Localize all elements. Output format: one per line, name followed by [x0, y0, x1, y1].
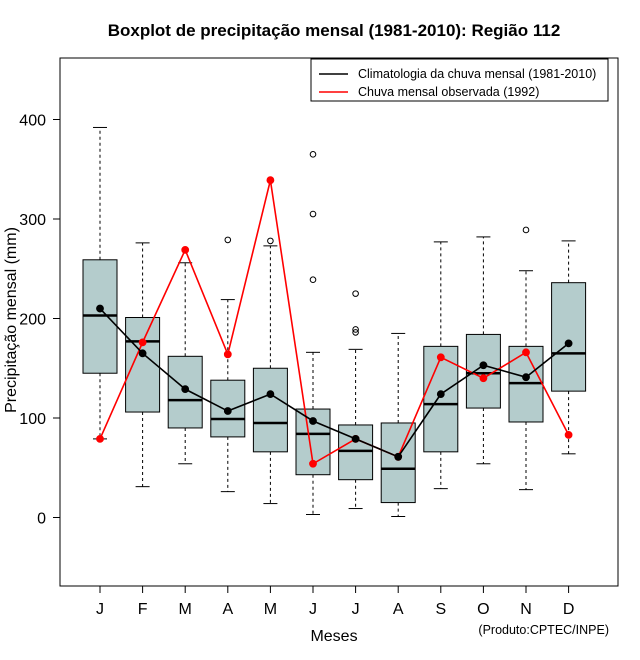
- outlier-point: [309, 210, 317, 218]
- series-point-observed: [96, 434, 104, 443]
- series-point-observed: [564, 431, 573, 439]
- box-group-10: [465, 236, 501, 465]
- iqr-box: [380, 422, 416, 504]
- outlier-point: [309, 276, 317, 283]
- x-tick-label: A: [222, 601, 233, 618]
- y-tick-label: 0: [37, 511, 46, 528]
- iqr-box: [551, 282, 587, 392]
- y-tick-label: 300: [19, 212, 46, 229]
- series-point-climatology: [351, 434, 360, 443]
- series-layer: [96, 176, 573, 468]
- box-group-12: [551, 240, 587, 455]
- x-tick-label: N: [520, 601, 532, 618]
- series-point-climatology: [522, 373, 530, 382]
- outlier-point: [309, 151, 317, 158]
- x-tick-label: J: [352, 601, 360, 618]
- series-point-observed: [223, 350, 232, 359]
- y-axis-title: Precipitação mensal (mm): [3, 227, 20, 413]
- box-group-3: [167, 262, 203, 465]
- series-point-observed: [266, 176, 275, 185]
- x-tick-label: O: [477, 601, 489, 618]
- x-tick-label: M: [264, 601, 277, 618]
- outlier-point: [224, 236, 232, 244]
- outlier-point: [267, 237, 274, 245]
- outlier-point: [352, 329, 359, 336]
- x-tick-label: D: [563, 601, 575, 618]
- legend-label-observed: Chuva mensal observada (1992): [358, 85, 539, 99]
- series-point-observed: [309, 459, 317, 468]
- series-point-climatology: [266, 390, 275, 399]
- y-tick-label: 400: [19, 113, 46, 130]
- y-tick-label: 100: [19, 411, 46, 428]
- legend-label-climatology: Climatologia da chuva mensal (1981-2010): [358, 67, 596, 81]
- series-point-climatology: [138, 349, 147, 358]
- axes-layer: 0 100 200 300 400 J F M A M J J A S O N D: [19, 113, 574, 619]
- box-group-1: [82, 126, 118, 440]
- series-point-climatology: [436, 390, 445, 399]
- box-group-9: [423, 241, 459, 490]
- box-group-5: [252, 237, 288, 505]
- x-tick-label: S: [435, 601, 446, 618]
- box-group-4: [210, 236, 246, 493]
- iqr-box: [252, 367, 288, 453]
- series-point-climatology: [479, 361, 488, 370]
- legend: Climatologia da chuva mensal (1981-2010)…: [310, 58, 609, 102]
- series-point-climatology: [564, 339, 573, 348]
- series-point-observed: [138, 338, 147, 347]
- x-tick-label: F: [138, 601, 148, 618]
- series-point-observed: [181, 245, 190, 254]
- series-point-climatology: [96, 304, 104, 313]
- box-group-7: [338, 290, 374, 510]
- outlier-point: [352, 290, 359, 297]
- x-tick-label: M: [179, 601, 192, 618]
- credit-text: (Produto:CPTEC/INPE): [478, 623, 609, 637]
- iqr-box: [423, 345, 459, 453]
- x-tick-label: A: [393, 601, 404, 618]
- y-tick-label: 200: [19, 312, 46, 329]
- outlier-point: [522, 226, 530, 234]
- series-line-observed: [99, 180, 570, 466]
- box-group-11: [508, 226, 544, 491]
- boxes-layer: [82, 126, 587, 518]
- outlier-point: [352, 326, 359, 333]
- series-point-climatology: [394, 452, 403, 461]
- plot-frame: [59, 57, 619, 587]
- x-tick-label: J: [309, 601, 317, 618]
- series-point-climatology: [181, 385, 190, 394]
- iqr-box: [125, 317, 161, 413]
- series-point-climatology: [309, 417, 317, 425]
- series-line-climatology: [99, 307, 570, 458]
- series-point-climatology: [223, 407, 232, 415]
- chart-title: Boxplot de precipitação mensal (1981-201…: [108, 21, 561, 40]
- series-climatology: [96, 304, 573, 461]
- series-point-observed: [436, 353, 445, 362]
- box-group-8: [380, 332, 416, 518]
- x-axis-title: Meses: [310, 628, 357, 645]
- series-point-observed: [479, 374, 488, 383]
- x-tick-label: J: [96, 601, 104, 618]
- legend-box: [310, 58, 609, 102]
- series-point-observed: [522, 348, 530, 357]
- box-group-2: [125, 242, 161, 488]
